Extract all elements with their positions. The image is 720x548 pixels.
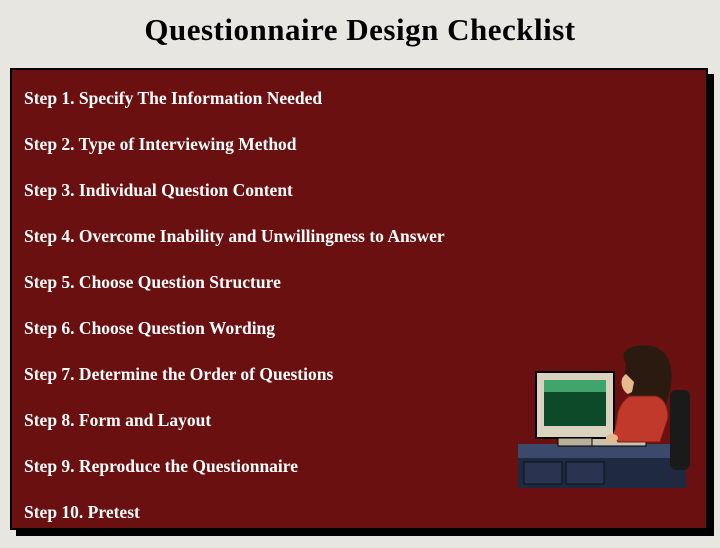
- content-panel-wrapper: Step 1. Specify The Information Needed S…: [10, 68, 708, 530]
- step-item: Step 6. Choose Question Wording: [24, 318, 584, 339]
- content-panel: Step 1. Specify The Information Needed S…: [10, 68, 708, 530]
- page-title: Questionnaire Design Checklist: [0, 0, 720, 58]
- person-at-computer-illustration: [518, 342, 694, 492]
- step-item: Step 2. Type of Interviewing Method: [24, 134, 584, 155]
- step-item: Step 9. Reproduce the Questionnaire: [24, 456, 584, 477]
- step-item: Step 7. Determine the Order of Questions: [24, 364, 584, 385]
- step-item: Step 4. Overcome Inability and Unwilling…: [24, 226, 584, 247]
- step-item: Step 1. Specify The Information Needed: [24, 88, 584, 109]
- step-item: Step 10. Pretest: [24, 502, 584, 523]
- step-item: Step 3. Individual Question Content: [24, 180, 584, 201]
- steps-list: Step 1. Specify The Information Needed S…: [24, 88, 584, 548]
- step-item: Step 8. Form and Layout: [24, 410, 584, 431]
- step-item: Step 5. Choose Question Structure: [24, 272, 584, 293]
